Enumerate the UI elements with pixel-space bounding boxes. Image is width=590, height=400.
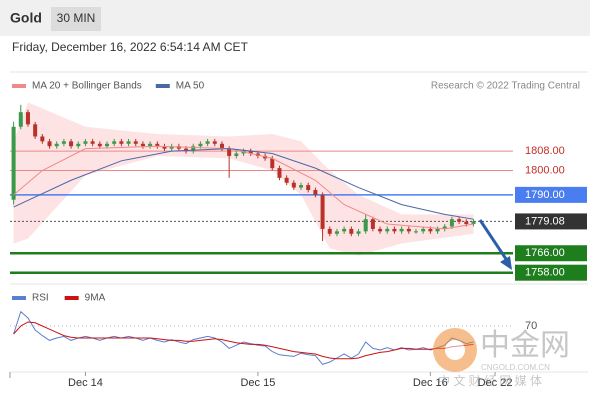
candle-body [370, 219, 375, 229]
candle-body [270, 158, 275, 169]
candle-body [54, 143, 59, 147]
candle-body [105, 143, 110, 147]
candle-body [349, 228, 354, 234]
legend-label: MA 50 [176, 81, 205, 92]
candle-body [76, 143, 81, 147]
candle-body [449, 219, 454, 227]
candle-body [313, 190, 318, 195]
candle-body [392, 228, 397, 232]
candle-body [162, 146, 167, 149]
candle-body [421, 228, 426, 232]
candle-body [457, 219, 462, 222]
candle-body [97, 143, 102, 147]
price-level-label: 1790.00 [525, 189, 565, 201]
x-tick-label: Dec 16 [413, 377, 448, 389]
candle-body [169, 146, 174, 149]
timestamp: Friday, December 16, 2022 6:54:14 AM CET [12, 40, 249, 54]
candle-body [40, 136, 45, 142]
forecast-arrow-head [500, 256, 512, 270]
candle-body [299, 185, 304, 188]
plot: 1808.00 1800.00 1790.00 1779.08 1766.00 1758.… [10, 81, 587, 389]
candle-body [18, 112, 23, 127]
candle-body [342, 228, 347, 232]
price-level-tag [515, 213, 587, 230]
indicator-line [13, 321, 474, 360]
candle-body [25, 112, 30, 125]
candle-body [11, 126, 16, 200]
candle-body [378, 228, 383, 232]
price-level-tag [515, 245, 587, 262]
interval-chip[interactable] [51, 7, 101, 31]
candle-body [191, 146, 196, 152]
instrument: Gold [10, 10, 42, 26]
candle-body [205, 141, 210, 144]
price-level-tag [515, 264, 587, 281]
candle-body [277, 168, 282, 178]
interval[interactable]: 30 MIN [57, 11, 96, 25]
watermark-logo [445, 340, 465, 360]
ma-line [13, 148, 474, 220]
price-level-label: 1800.00 [525, 164, 565, 176]
watermark-slogan: 中 文 财 经 网 媒 体 [438, 373, 542, 388]
legend-label: MA 20 + Bollinger Bands [32, 81, 142, 92]
candle-body [356, 231, 361, 234]
candle-body [227, 148, 232, 156]
candle-body [83, 141, 88, 144]
candle-body [119, 141, 124, 144]
candle-body [413, 231, 418, 233]
candle-body [219, 143, 224, 149]
watermark-name: 中金网 [480, 329, 570, 362]
candle-body [33, 124, 38, 137]
candle-body [464, 221, 469, 225]
candle-body [291, 182, 296, 188]
x-tick-label: Dec 22 [478, 377, 513, 389]
candle-body [363, 219, 368, 232]
candle-body [90, 141, 95, 144]
candle-body [327, 228, 332, 234]
candle-body [284, 177, 289, 183]
candle-body [47, 141, 52, 147]
candle-body [435, 228, 440, 232]
legend-label: RSI [32, 293, 49, 304]
price-level-tag [515, 186, 587, 203]
ma-line [13, 145, 474, 230]
price-level-label: 1766.00 [525, 247, 565, 259]
candle-body [112, 141, 117, 144]
candle-body [198, 143, 203, 147]
candle-body [155, 143, 160, 147]
candle-body [126, 141, 131, 144]
watermark: 中金网 CNGOLD.COM.CN 中 文 财 经 网 媒 体 [433, 328, 570, 388]
candle-body [428, 228, 433, 232]
candle-body [248, 151, 253, 154]
candle-body [334, 231, 339, 234]
candle-body [140, 143, 145, 147]
forecast-arrow [478, 219, 510, 263]
candle-body [148, 143, 153, 147]
candle-body [184, 148, 189, 152]
candle-body [442, 226, 447, 229]
candle-body [61, 141, 66, 144]
candle-body [385, 228, 390, 232]
bollinger-band [13, 102, 474, 256]
price-level-label: 1758.00 [525, 267, 565, 279]
candle-body [399, 228, 404, 232]
watermark-domain: CNGOLD.COM.CN [481, 363, 550, 372]
x-tick-label: Dec 14 [68, 377, 103, 389]
x-tick-label: Dec 15 [240, 377, 275, 389]
candle-body [69, 141, 74, 147]
price-level-label: 1779.08 [525, 215, 565, 227]
y-tick-label: 70 [525, 320, 537, 332]
candle-body [133, 141, 138, 144]
candle-body [406, 228, 411, 232]
candle-body [320, 194, 325, 229]
legend-label: 9MA [85, 293, 106, 304]
candle-body [471, 221, 476, 225]
candle-body [306, 185, 311, 190]
candle-body [212, 141, 217, 144]
price-level-label: 1808.00 [525, 145, 565, 157]
credit: Research © 2022 Trading Central [431, 81, 580, 92]
candle-body [234, 153, 239, 156]
